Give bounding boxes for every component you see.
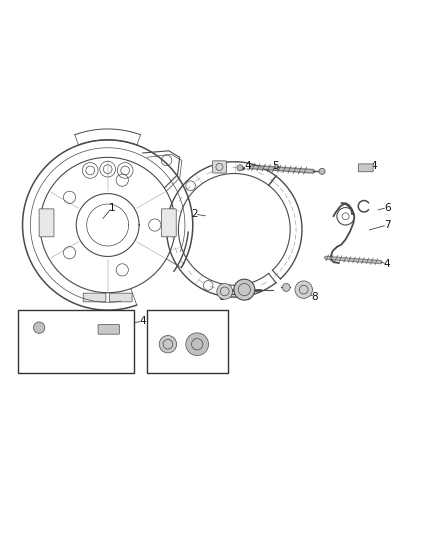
Circle shape <box>186 333 208 356</box>
Text: 4: 4 <box>371 161 377 171</box>
FancyBboxPatch shape <box>161 209 176 237</box>
FancyBboxPatch shape <box>110 293 132 302</box>
Text: 7: 7 <box>384 220 390 230</box>
Text: 4: 4 <box>244 161 251 171</box>
Circle shape <box>319 168 325 174</box>
Circle shape <box>33 322 45 333</box>
Circle shape <box>234 279 255 300</box>
Text: 8: 8 <box>218 292 225 302</box>
Circle shape <box>159 335 177 353</box>
Circle shape <box>283 284 290 292</box>
FancyBboxPatch shape <box>212 161 226 173</box>
FancyBboxPatch shape <box>83 293 106 302</box>
Text: 9: 9 <box>244 292 251 302</box>
Text: 8: 8 <box>312 292 318 302</box>
Bar <box>18 310 134 374</box>
FancyBboxPatch shape <box>98 325 120 334</box>
Circle shape <box>295 281 312 298</box>
Text: 4: 4 <box>139 316 146 326</box>
Circle shape <box>217 284 233 299</box>
Text: 5: 5 <box>272 161 279 171</box>
Text: 3: 3 <box>215 161 223 171</box>
Text: 6: 6 <box>384 203 390 213</box>
Bar <box>147 310 228 374</box>
Text: 8: 8 <box>198 316 205 326</box>
Text: 1: 1 <box>109 203 115 213</box>
Text: 2: 2 <box>192 209 198 219</box>
Circle shape <box>237 165 243 171</box>
Text: 4: 4 <box>384 260 390 269</box>
FancyBboxPatch shape <box>358 164 373 172</box>
FancyBboxPatch shape <box>39 209 54 237</box>
